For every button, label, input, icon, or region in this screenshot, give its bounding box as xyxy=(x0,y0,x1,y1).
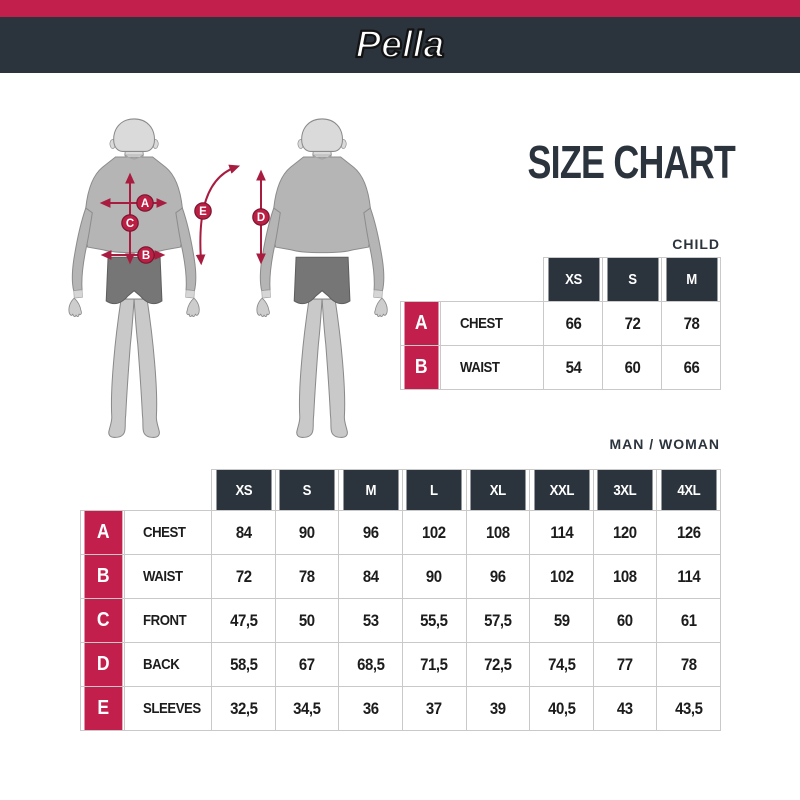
svg-text:D: D xyxy=(257,212,265,224)
svg-text:A: A xyxy=(141,198,149,210)
svg-text:C: C xyxy=(126,218,134,230)
svg-text:E: E xyxy=(199,206,207,218)
svg-text:B: B xyxy=(142,250,150,262)
